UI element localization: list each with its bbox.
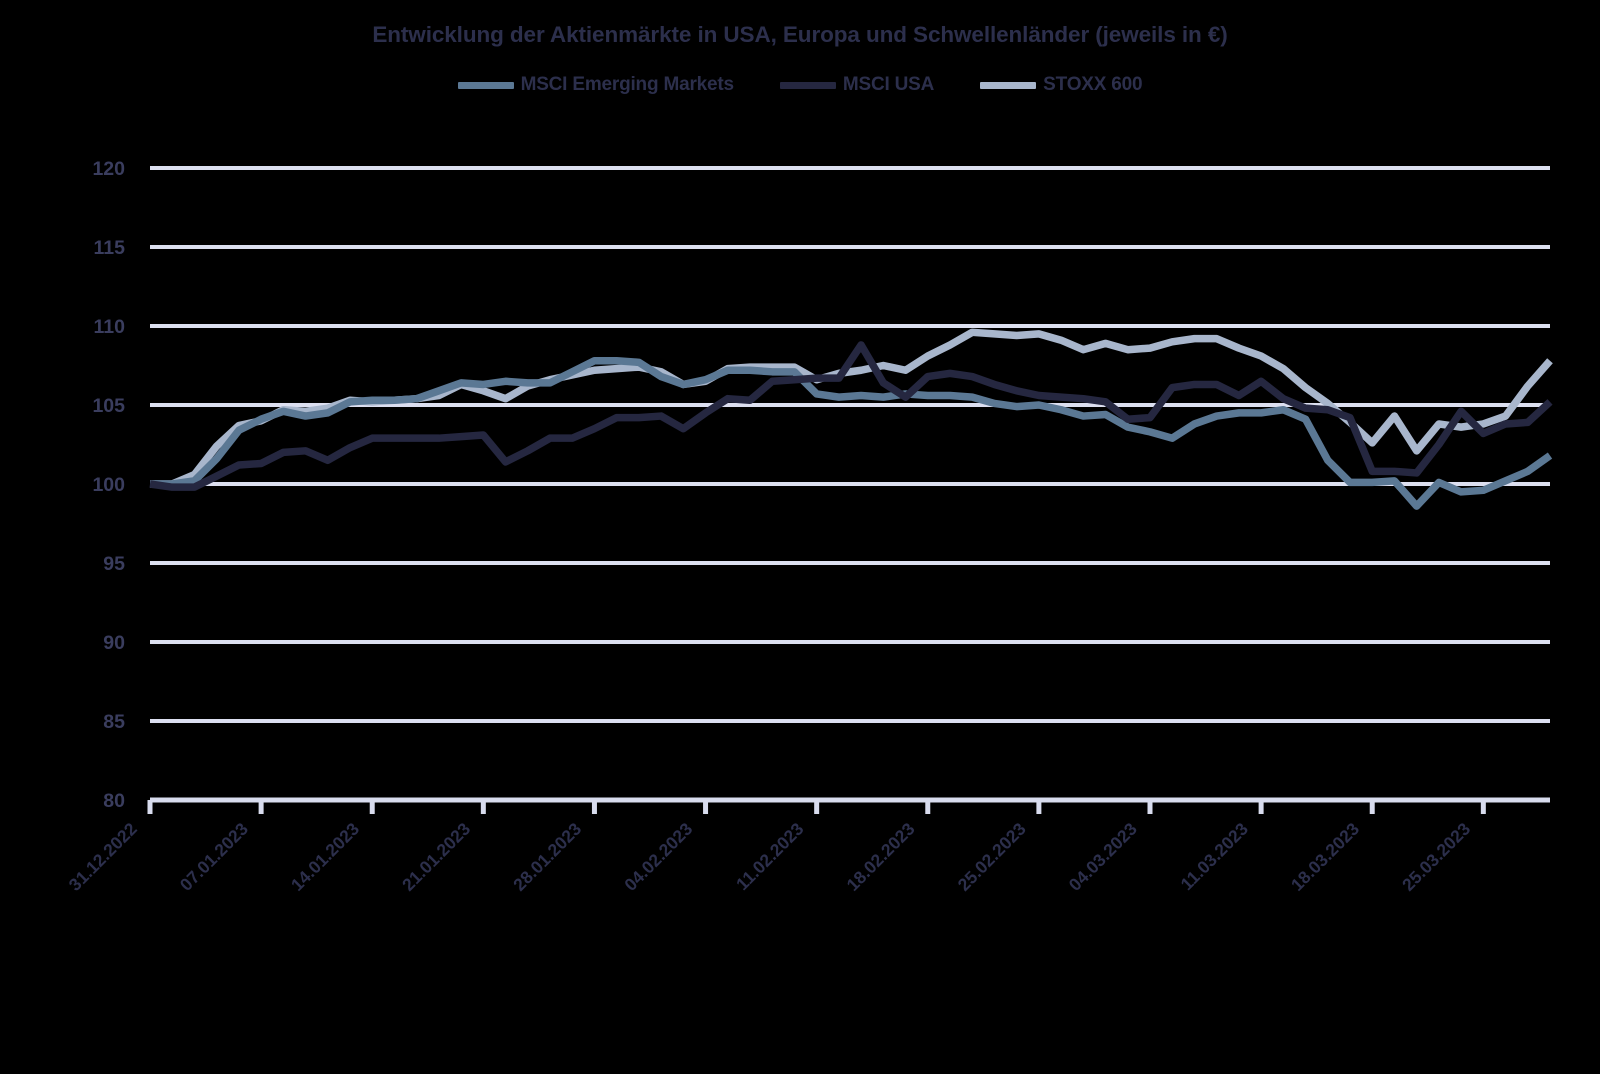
y-axis-tick-label: 85 xyxy=(103,711,125,733)
legend-item[interactable]: MSCI Emerging Markets xyxy=(457,74,735,96)
x-axis-tick-label: 04.02.2023 xyxy=(620,819,696,895)
y-axis-tick-label: 90 xyxy=(103,632,125,654)
series-line xyxy=(150,357,1553,510)
y-axis-tick-label: 120 xyxy=(92,158,125,180)
legend-item[interactable]: STOXX 600 xyxy=(980,74,1143,96)
series-line xyxy=(149,341,1553,491)
legend-label: MSCI Emerging Markets xyxy=(520,74,735,95)
x-axis-tick-label: 18.02.2023 xyxy=(843,819,919,895)
x-axis-tick-label: 14.01.2023 xyxy=(287,819,363,895)
legend-item[interactable]: MSCI USA xyxy=(779,74,935,96)
data-series-group xyxy=(149,328,1553,510)
legend-label: MSCI USA xyxy=(842,74,935,95)
chart-legend: MSCI Emerging Markets MSCI USA STOXX 600 xyxy=(0,74,1600,96)
y-axis-tick-label: 100 xyxy=(92,474,125,496)
x-axis-tick-label: 21.01.2023 xyxy=(398,819,474,895)
y-axis-tick-labels: 120 115 110 105 100 95 90 85 80 xyxy=(92,158,125,812)
x-axis xyxy=(147,797,1550,814)
y-axis-tick-label: 115 xyxy=(94,237,126,259)
legend-swatch-icon xyxy=(457,81,514,89)
y-axis-tick-label: 105 xyxy=(92,395,125,417)
legend-swatch-icon xyxy=(779,81,836,89)
x-axis-tick-label: 11.03.2023 xyxy=(1177,819,1253,895)
legend-swatch-icon xyxy=(980,81,1037,89)
x-axis-tick-label: 25.02.2023 xyxy=(954,819,1030,895)
x-axis-tick-label: 31.12.2022 xyxy=(65,819,141,895)
x-axis-tick-label: 07.01.2023 xyxy=(176,819,252,895)
chart-title: Entwicklung der Aktienmärkte in USA, Eur… xyxy=(372,22,1228,47)
gridlines-group xyxy=(150,166,1550,723)
y-axis-tick-label: 95 xyxy=(103,553,125,575)
x-axis-tick-label: 25.03.2023 xyxy=(1398,819,1474,895)
y-axis-tick-label: 80 xyxy=(103,790,125,812)
legend-label: STOXX 600 xyxy=(1043,74,1143,95)
x-axis-tick-labels: 31.12.2022 07.01.2023 14.01.2023 21.01.2023… xyxy=(65,819,1475,895)
y-axis-tick-label: 110 xyxy=(94,316,126,338)
x-axis-tick-label: 28.01.2023 xyxy=(509,819,585,895)
x-axis-tick-label: 18.03.2023 xyxy=(1287,819,1363,895)
x-axis-tick-label: 11.02.2023 xyxy=(732,819,808,895)
x-axis-tick-label: 04.03.2023 xyxy=(1065,819,1141,895)
